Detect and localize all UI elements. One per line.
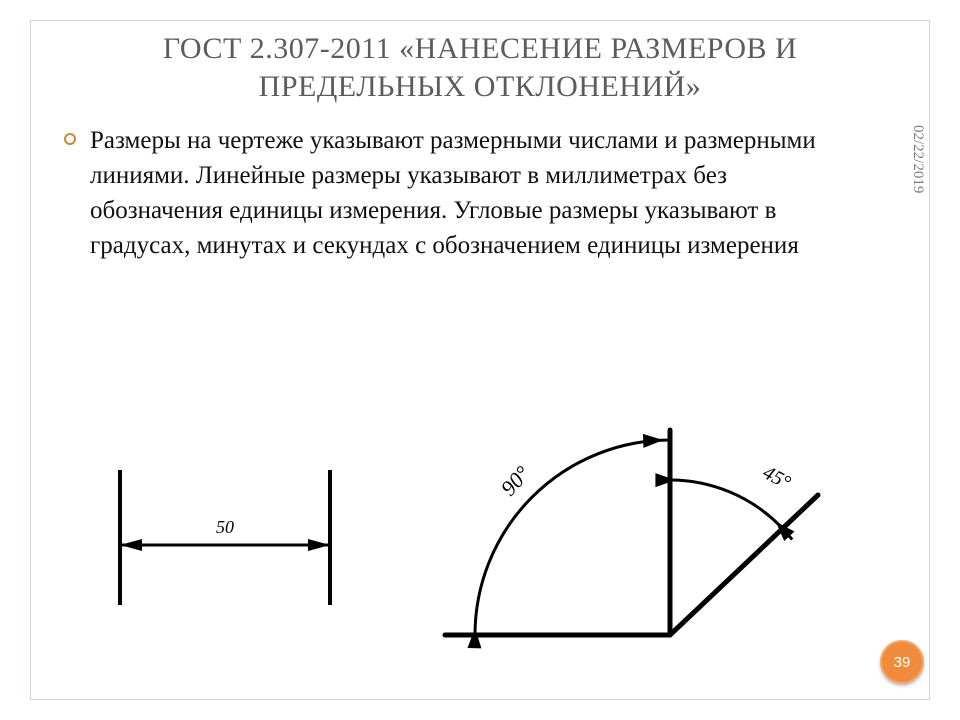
linear-dimension: 50: [120, 470, 330, 605]
angular-dimension: 90° 45°: [445, 430, 818, 648]
dimension-diagrams: 50 90° 45°: [80, 415, 860, 675]
svg-text:90°: 90°: [496, 461, 535, 501]
figures-area: 50 90° 45°: [80, 415, 860, 675]
slide-date: 02/22/2019: [909, 125, 926, 193]
page-number-badge: 39: [880, 640, 924, 684]
svg-text:45°: 45°: [759, 462, 794, 495]
frame-line-bottom: [30, 699, 930, 700]
slide: ГОСТ 2.307-2011 «НАНЕСЕНИЕ РАЗМЕРОВ И ПР…: [0, 0, 960, 720]
svg-text:50: 50: [216, 517, 234, 537]
frame-line-right: [929, 20, 930, 700]
slide-title: ГОСТ 2.307-2011 «НАНЕСЕНИЕ РАЗМЕРОВ И ПР…: [120, 30, 840, 105]
page-number: 39: [894, 654, 911, 671]
bullet-item: Размеры на чертеже указывают размерными …: [64, 123, 824, 263]
bullet-marker-icon: [64, 133, 76, 145]
frame-line-left: [30, 20, 31, 700]
body-paragraph: Размеры на чертеже указывают размерными …: [90, 123, 824, 263]
frame-line-top: [30, 20, 930, 21]
